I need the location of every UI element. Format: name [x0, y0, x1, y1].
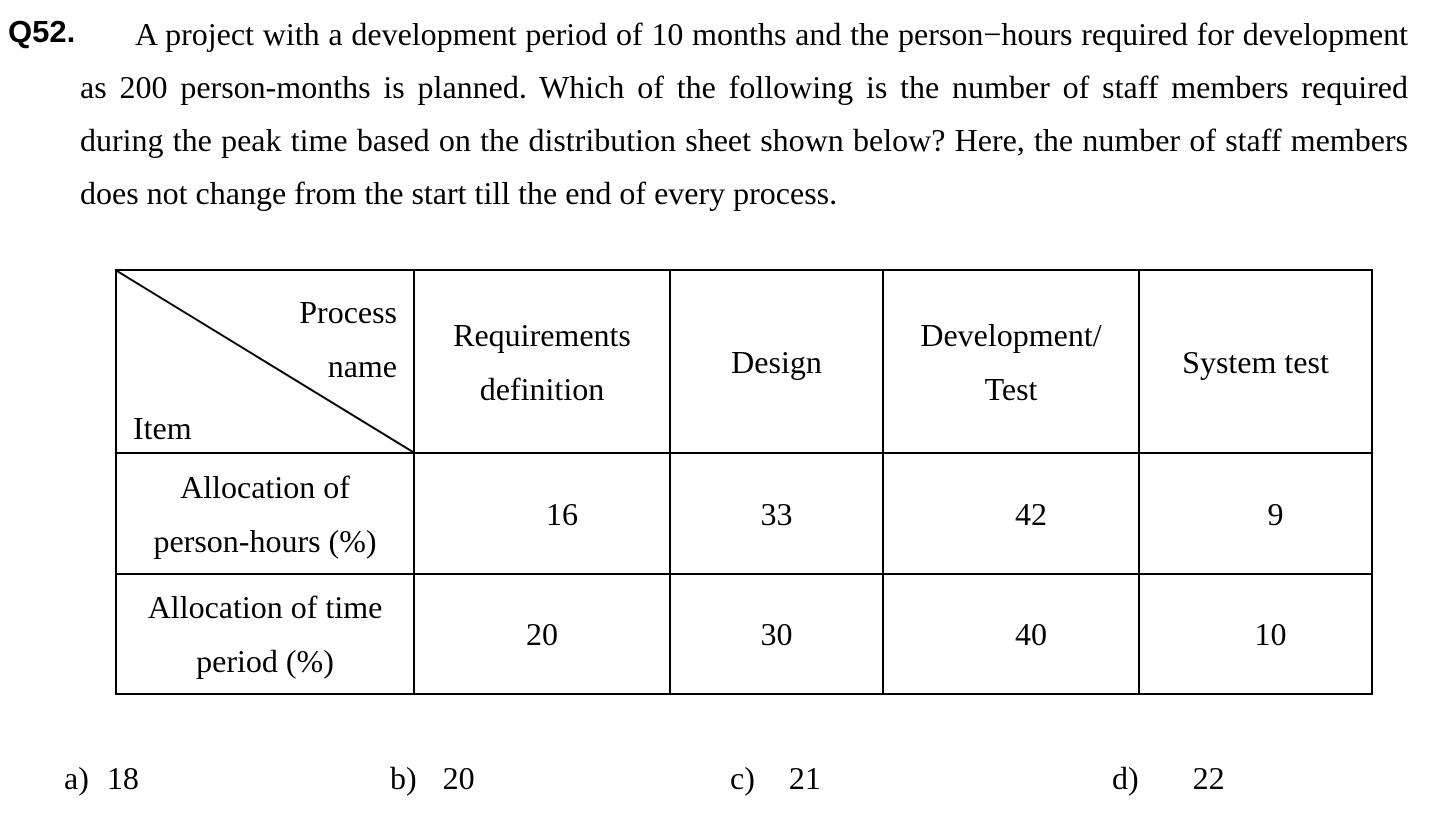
row-label-line2: person-hours (%): [153, 522, 377, 559]
column-header-line1: System test: [1182, 343, 1329, 380]
process-name-header: Process name: [299, 285, 397, 393]
answer-options: a) 18 b) 20 c) 21 d) 22: [0, 760, 1450, 810]
option-b[interactable]: b) 20: [390, 760, 475, 797]
question-block: Q52. A project with a development period…: [8, 8, 1408, 220]
option-value: 22: [1192, 760, 1225, 796]
option-value: 21: [788, 760, 821, 796]
column-header-line2: Test: [984, 370, 1038, 407]
option-label: c): [730, 760, 755, 796]
table-cell: 42: [882, 452, 1140, 575]
row-label-line2: period (%): [196, 643, 334, 679]
row-label-person-hours: Allocation of person-hours (%): [115, 452, 415, 575]
column-header-line2: definition: [479, 370, 605, 407]
option-a[interactable]: a) 18: [64, 760, 139, 797]
row-label-time-period: Allocation of time period (%): [115, 573, 415, 695]
table-cell: 20: [413, 573, 671, 695]
table-cell: 40: [882, 573, 1140, 695]
column-header-line1: Design: [731, 343, 822, 380]
option-c[interactable]: c) 21: [730, 760, 821, 797]
table-cell: 16: [413, 452, 671, 575]
table-row: Allocation of person-hours (%) 16 33 42 …: [115, 452, 1373, 575]
table-cell: 33: [669, 452, 884, 575]
item-header: Item: [133, 410, 192, 446]
question-text: A project with a development period of 1…: [80, 16, 1408, 211]
column-header-line1: Requirements: [453, 316, 631, 353]
table-row: Allocation of time period (%) 20 30 40 1…: [115, 573, 1373, 695]
column-header-development: Development/ Test: [882, 269, 1140, 454]
option-value: 18: [106, 760, 139, 796]
column-header-system-test: System test: [1138, 269, 1373, 454]
option-d[interactable]: d) 22: [1112, 760, 1225, 797]
option-label: d): [1112, 760, 1139, 796]
distribution-table: Process name Item Requirements definitio…: [115, 269, 1373, 695]
row-label-line1: Allocation of: [180, 468, 350, 505]
table-cell: 30: [669, 573, 884, 695]
option-value: 20: [442, 760, 475, 796]
diagonal-line: [117, 271, 413, 452]
column-header-requirements: Requirements definition: [413, 269, 671, 454]
table-corner-header: Process name Item: [115, 269, 415, 454]
row-label-line1: Allocation of time: [147, 589, 383, 625]
option-label: a): [64, 760, 89, 796]
table-cell: 10: [1138, 573, 1373, 695]
column-header-line1: Development/: [920, 316, 1102, 353]
table-cell: 9: [1138, 452, 1373, 575]
process-name-line2: name: [327, 348, 397, 384]
column-header-design: Design: [669, 269, 884, 454]
question-number: Q52.: [8, 14, 76, 49]
process-name-line1: Process: [299, 294, 397, 330]
option-label: b): [390, 760, 417, 796]
